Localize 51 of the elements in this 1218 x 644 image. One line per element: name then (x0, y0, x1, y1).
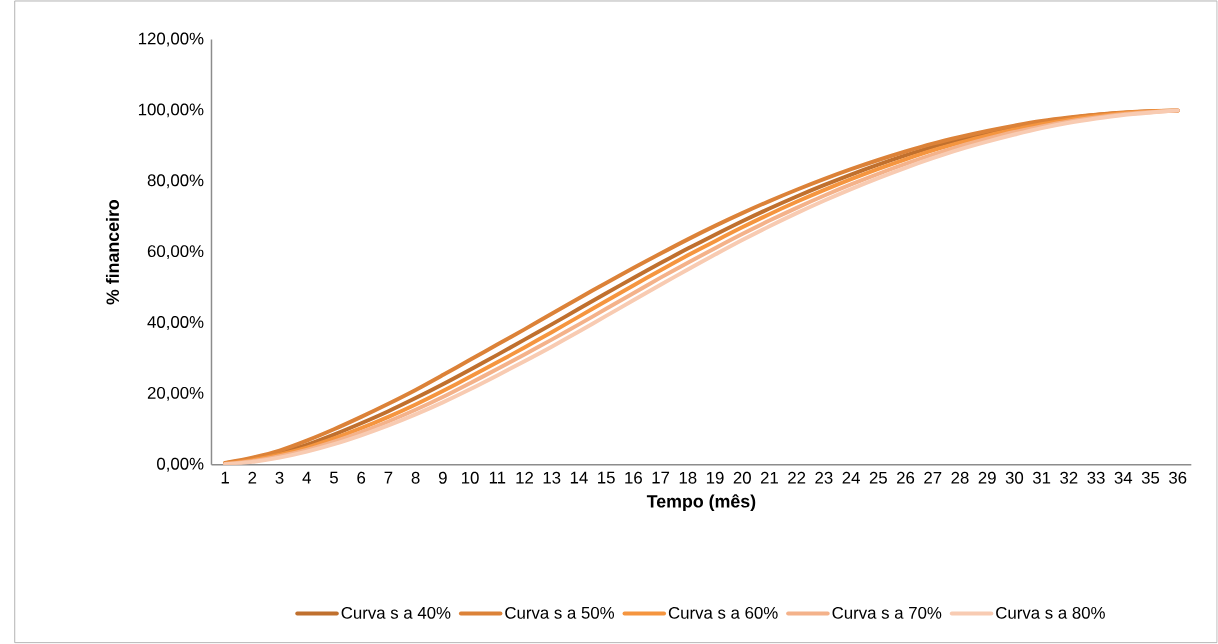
x-tick-label: 8 (411, 471, 420, 484)
y-tick-label: 120,00% (138, 32, 204, 47)
line-series (223, 108, 1180, 465)
x-tick-label: 20 (733, 471, 751, 484)
legend-label: Curva s a 40% (341, 607, 451, 619)
x-tick-label: 18 (679, 471, 697, 484)
x-tick-label: 25 (869, 471, 887, 484)
x-tick-label: 11 (489, 471, 506, 484)
x-tick-label: 22 (788, 471, 806, 484)
x-tick-label: 36 (1168, 471, 1187, 484)
x-tick-label: 34 (1114, 471, 1133, 484)
x-tick-label: 24 (842, 471, 860, 484)
x-tick-label: 2 (248, 471, 257, 484)
x-tick-label: 10 (461, 471, 479, 484)
x-tick-label: 30 (1005, 471, 1024, 484)
x-tick-label: 13 (543, 471, 561, 484)
y-tick-label: 80,00% (147, 174, 204, 189)
x-tick-label: 4 (302, 471, 311, 484)
x-tick-label: 1 (221, 471, 229, 484)
y-tick-label: 60,00% (147, 245, 204, 260)
x-tick-label: 6 (357, 471, 366, 484)
y-tick-label: 20,00% (147, 387, 204, 401)
x-tick-label: 15 (598, 471, 615, 484)
x-tick-label: 29 (978, 471, 996, 484)
x-tick-label: 28 (951, 471, 969, 484)
x-tick-label: 9 (438, 471, 447, 484)
x-tick-label: 32 (1060, 471, 1078, 484)
x-tick-label: 33 (1087, 471, 1105, 484)
x-axis-title: Tempo (mês) (646, 494, 756, 512)
legend-label: Curva s a 60% (668, 607, 778, 619)
x-tick-label: 19 (706, 471, 724, 484)
y-axis-title: % financeiro (105, 200, 120, 305)
y-tick-label: 100,00% (138, 103, 204, 118)
x-tick-label: 23 (815, 471, 833, 484)
x-tick-label: 35 (1141, 471, 1160, 484)
legend-label: Curva s a 50% (505, 607, 615, 619)
x-tick-label: 5 (329, 471, 338, 484)
x-tick-label: 16 (625, 471, 642, 484)
y-tick-label: 0,00% (157, 457, 204, 472)
x-tick-label: 17 (652, 471, 670, 484)
x-tick-label: 3 (275, 471, 284, 484)
x-tick-label: 12 (516, 471, 533, 484)
x-tick-label: 7 (384, 471, 393, 484)
y-tick-label: 40,00% (147, 316, 204, 331)
legend-label: Curva s a 80% (996, 607, 1105, 619)
x-tick-label: 31 (1032, 471, 1051, 484)
x-tick-label: 21 (760, 471, 778, 484)
legend-label: Curva s a 70% (832, 607, 942, 619)
x-tick-label: 14 (570, 471, 588, 484)
x-tick-label: 26 (897, 471, 915, 484)
x-tick-label: 27 (924, 471, 942, 484)
